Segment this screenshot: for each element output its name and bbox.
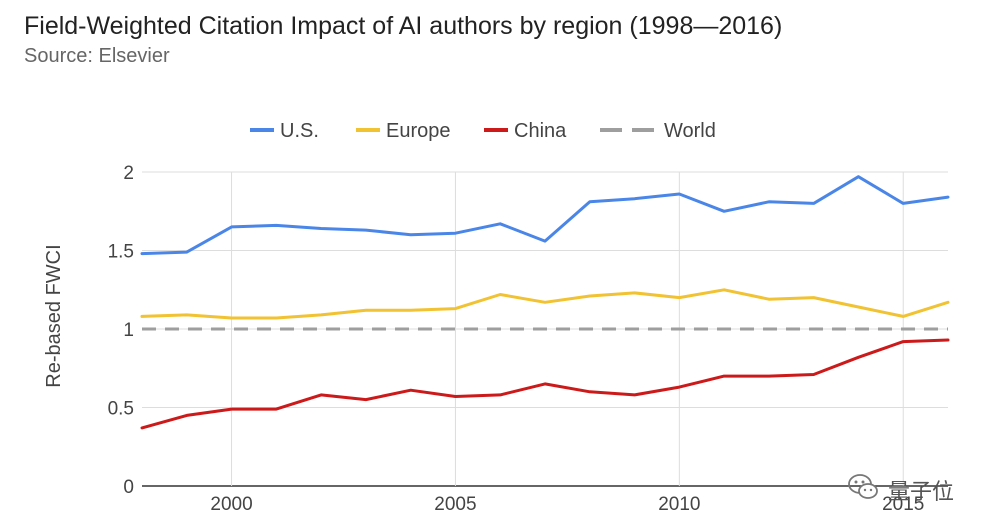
- gridlines: [142, 171, 948, 487]
- legend-label: World: [664, 120, 716, 142]
- x-tick-label: 2010: [658, 494, 700, 515]
- x-tick-label: 2000: [210, 494, 252, 515]
- watermark-text: 量子位: [888, 479, 955, 504]
- x-tick-label: 2005: [434, 494, 476, 515]
- series-line-china: [140, 338, 950, 430]
- legend-label: Europe: [386, 120, 451, 142]
- legend-label: U.S.: [280, 120, 319, 142]
- x-tick-label: 2015: [882, 494, 924, 515]
- y-tick-label: 0.5: [108, 399, 134, 420]
- legend-label: China: [514, 120, 567, 142]
- y-tick-label: 1.5: [108, 242, 134, 263]
- y-tick-label: 2: [123, 163, 134, 184]
- chart-title: Field-Weighted Citation Impact of AI aut…: [24, 12, 783, 40]
- y-axis-label: Re-based FWCI: [43, 244, 65, 387]
- watermark: 量子位: [846, 470, 976, 504]
- legend: U.S. Europe China World: [250, 120, 716, 142]
- series-line-us: [140, 175, 950, 256]
- y-tick-label: 0: [123, 477, 134, 498]
- wechat-icon: [848, 474, 878, 499]
- series-lines: [140, 175, 950, 430]
- series-line-europe: [140, 288, 950, 320]
- axis-ticks: 0 0.5 1 1.5 2 2000 2005 2010 2015: [108, 163, 925, 515]
- chart-subtitle: Source: Elsevier: [24, 45, 170, 67]
- y-tick-label: 1: [123, 320, 134, 341]
